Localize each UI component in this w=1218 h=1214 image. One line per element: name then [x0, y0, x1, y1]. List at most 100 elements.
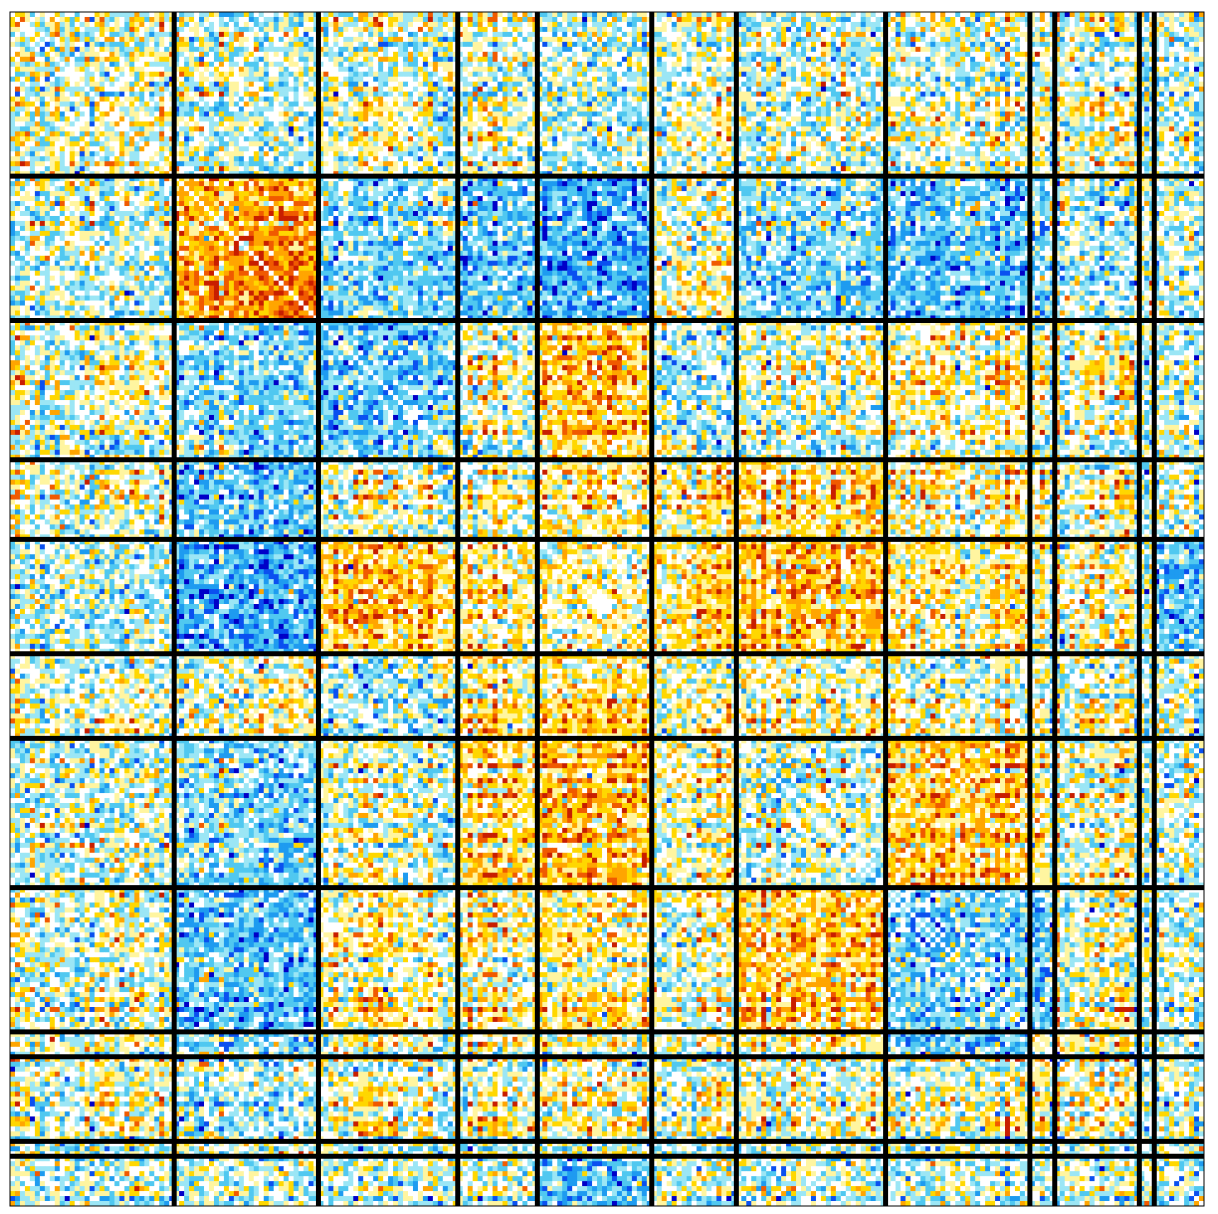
heatmap-cell	[189, 22, 194, 27]
heatmap-cell	[826, 27, 831, 32]
heatmap-cell	[955, 47, 960, 52]
heatmap-cell	[348, 12, 353, 17]
heatmap-cell	[1194, 47, 1199, 52]
heatmap-cell	[990, 27, 995, 32]
heatmap-cell	[945, 32, 950, 37]
heatmap-cell	[786, 47, 791, 52]
heatmap-cell	[289, 27, 294, 32]
heatmap-cell	[284, 32, 289, 37]
heatmap-cell	[1105, 17, 1110, 22]
heatmap-cell	[60, 12, 65, 17]
heatmap-cell	[373, 57, 378, 62]
heatmap-cell	[771, 47, 776, 52]
heatmap-cell	[846, 27, 851, 32]
heatmap-cell	[677, 17, 682, 22]
heatmap-cell	[159, 17, 164, 22]
heatmap-cell	[1189, 42, 1194, 47]
heatmap-cell	[95, 42, 100, 47]
heatmap-cell	[488, 32, 493, 37]
heatmap-cell	[796, 12, 801, 17]
heatmap-cell	[25, 27, 30, 32]
heatmap-cell	[980, 32, 985, 37]
heatmap-cell	[378, 32, 383, 37]
heatmap-cell	[119, 42, 124, 47]
heatmap-cell	[920, 27, 925, 32]
heatmap-cell	[294, 17, 299, 22]
heatmap-cell	[682, 12, 687, 17]
heatmap-cell	[831, 22, 836, 27]
heatmap-cell	[1005, 12, 1010, 17]
heatmap-cell	[35, 52, 40, 57]
heatmap-cell	[398, 32, 403, 37]
heatmap-cell	[90, 37, 95, 42]
heatmap-cell	[756, 47, 761, 52]
heatmap-cell	[219, 52, 224, 57]
heatmap-cell	[896, 17, 901, 22]
heatmap-cell	[408, 22, 413, 27]
heatmap-cell	[323, 22, 328, 27]
heatmap-cell	[488, 42, 493, 47]
heatmap-cell	[1100, 12, 1105, 17]
heatmap-cell	[403, 22, 408, 27]
heatmap-cell	[473, 17, 478, 22]
heatmap-cell	[930, 42, 935, 47]
heatmap-cell	[408, 57, 413, 62]
heatmap-cell	[105, 52, 110, 57]
heatmap-cell	[249, 37, 254, 42]
heatmap-cell	[149, 57, 154, 62]
heatmap-cell	[209, 27, 214, 32]
heatmap-cell	[224, 12, 229, 17]
heatmap-cell	[234, 42, 239, 47]
heatmap-cell	[299, 57, 304, 62]
heatmap-cell	[1075, 52, 1080, 57]
heatmap-cell	[333, 57, 338, 62]
heatmap-cell	[154, 52, 159, 57]
heatmap-cell	[1129, 52, 1134, 57]
heatmap-cell	[448, 12, 453, 17]
heatmap-cell	[70, 12, 75, 17]
heatmap-cell	[209, 17, 214, 22]
heatmap-cell	[304, 17, 309, 22]
heatmap-cell	[672, 22, 677, 27]
heatmap-cell	[45, 12, 50, 17]
heatmap-cell	[30, 32, 35, 37]
heatmap-cell	[527, 17, 532, 22]
heatmap-cell	[667, 27, 672, 32]
heatmap-cell	[418, 32, 423, 37]
heatmap-cell	[622, 47, 627, 52]
heatmap-cell	[672, 12, 677, 17]
heatmap-cell	[906, 52, 911, 57]
heatmap-cell	[70, 32, 75, 37]
heatmap-cell	[264, 37, 269, 42]
heatmap-cell	[955, 12, 960, 17]
heatmap-cell	[164, 17, 169, 22]
heatmap-cell	[995, 47, 1000, 52]
heatmap-cell	[1080, 37, 1085, 42]
heatmap-cell	[786, 42, 791, 47]
heatmap-cell	[1085, 47, 1090, 52]
heatmap-cell	[915, 27, 920, 32]
heatmap-cell	[711, 52, 716, 57]
heatmap-cell	[508, 12, 513, 17]
heatmap-cell	[463, 27, 468, 32]
heatmap-cell	[980, 47, 985, 52]
heatmap-cell	[1070, 47, 1075, 52]
heatmap-cell	[85, 47, 90, 52]
heatmap-cell	[1010, 47, 1015, 52]
heatmap-cell	[1189, 27, 1194, 32]
heatmap-cell	[562, 22, 567, 27]
heatmap-cell	[930, 37, 935, 42]
heatmap-cell	[702, 27, 707, 32]
heatmap-cell	[856, 12, 861, 17]
heatmap-cell	[796, 37, 801, 42]
heatmap-cell	[836, 52, 841, 57]
heatmap-cell	[333, 37, 338, 42]
heatmap-cell	[935, 37, 940, 42]
heatmap-cell	[244, 17, 249, 22]
heatmap-cell	[1169, 52, 1174, 57]
heatmap-cell	[1100, 27, 1105, 32]
heatmap-cell	[1045, 17, 1050, 22]
heatmap-cell	[687, 47, 692, 52]
heatmap-cell	[100, 12, 105, 17]
heatmap-cell	[503, 37, 508, 42]
